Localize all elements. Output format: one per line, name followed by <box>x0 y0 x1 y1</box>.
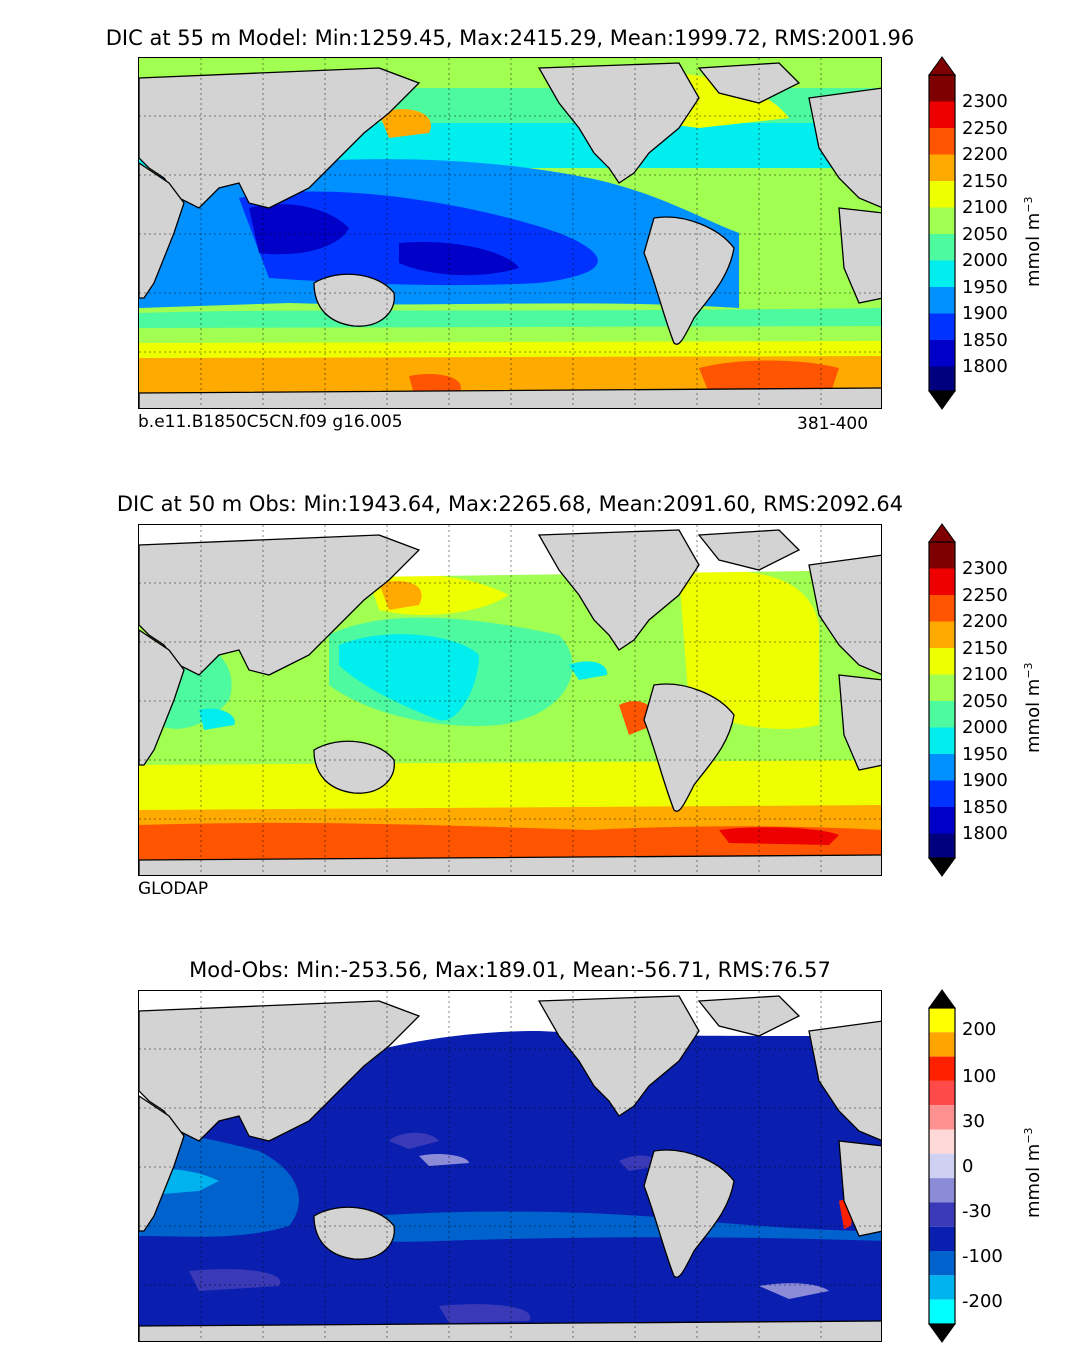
obs-panel-title: DIC at 50 m Obs: Min:1943.64, Max:2265.6… <box>116 492 904 516</box>
unit-exponent: −3 <box>1022 196 1035 213</box>
diff-tick: 0 <box>962 1156 974 1177</box>
unit-text: mmol m <box>1023 1143 1044 1218</box>
diff-panel-title: Mod-Obs: Min:-253.56, Max:189.01, Mean:-… <box>189 958 831 982</box>
model-tick: 2200 <box>962 144 1008 165</box>
diff-tick: -100 <box>962 1246 1003 1267</box>
model-tick: 2250 <box>962 118 1008 139</box>
unit-text: mmol m <box>1023 678 1044 753</box>
model-colorbar <box>928 56 956 410</box>
model-map <box>138 57 882 409</box>
unit-exponent: −3 <box>1022 1127 1035 1144</box>
unit-exponent: −3 <box>1022 662 1035 679</box>
model-tick: 2300 <box>962 91 1008 112</box>
model-tick: 1950 <box>962 277 1008 298</box>
diff-tick: 200 <box>962 1019 997 1040</box>
diff-colorbar <box>928 989 956 1343</box>
obs-source-label: GLODAP <box>138 879 209 899</box>
model-unit-label: mmol m−3 <box>1022 196 1044 287</box>
diff-tick: -200 <box>962 1291 1003 1312</box>
model-tick: 1850 <box>962 330 1008 351</box>
diff-tick: 100 <box>962 1066 997 1087</box>
obs-tick: 1800 <box>962 823 1008 844</box>
obs-tick: 1850 <box>962 797 1008 818</box>
model-case-label: b.e11.B1850C5CN.f09 g16.005 <box>138 412 403 432</box>
obs-map <box>138 524 882 876</box>
obs-tick: 2050 <box>962 691 1008 712</box>
model-tick: 2100 <box>962 197 1008 218</box>
obs-tick: 1950 <box>962 744 1008 765</box>
diff-tick: 30 <box>962 1111 985 1132</box>
model-panel-title: DIC at 55 m Model: Min:1259.45, Max:2415… <box>105 26 915 50</box>
model-tick: 1800 <box>962 356 1008 377</box>
diff-map <box>138 990 882 1342</box>
diff-tick: -30 <box>962 1201 992 1222</box>
unit-text: mmol m <box>1023 212 1044 287</box>
obs-tick: 2150 <box>962 638 1008 659</box>
obs-tick: 2000 <box>962 717 1008 738</box>
obs-tick: 2250 <box>962 585 1008 606</box>
diff-unit-label: mmol m−3 <box>1022 1127 1044 1218</box>
model-years-label: 381-400 <box>797 414 869 434</box>
obs-tick: 2300 <box>962 558 1008 579</box>
obs-tick: 2200 <box>962 611 1008 632</box>
model-tick: 1900 <box>962 303 1008 324</box>
obs-unit-label: mmol m−3 <box>1022 662 1044 753</box>
obs-tick: 2100 <box>962 664 1008 685</box>
model-tick: 2150 <box>962 171 1008 192</box>
model-tick: 2050 <box>962 224 1008 245</box>
model-tick: 2000 <box>962 250 1008 271</box>
obs-tick: 1900 <box>962 770 1008 791</box>
obs-colorbar <box>928 523 956 877</box>
